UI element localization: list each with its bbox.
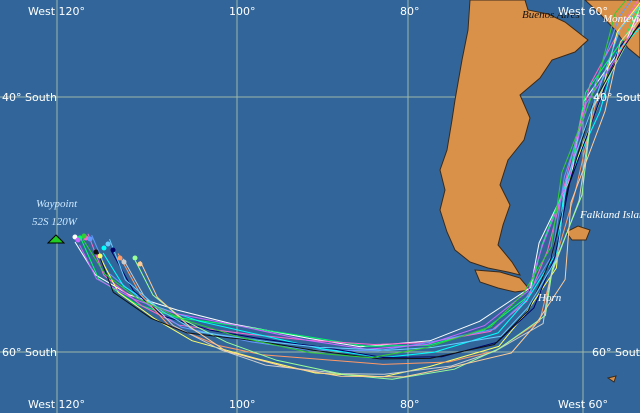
lon-label: 100°: [229, 5, 256, 18]
waypoint-title: Waypoint: [36, 198, 78, 210]
yacht-track: [139, 18, 640, 378]
lon-label: 80°: [400, 5, 420, 18]
yacht-track: [79, 11, 640, 350]
yacht-position: [97, 253, 103, 259]
yacht-position: [137, 261, 143, 267]
lon-label: 80°: [400, 398, 420, 411]
yacht-position: [87, 236, 93, 242]
lat-label: 40° South: [2, 91, 57, 104]
waypoint-coords: 52S 120W: [32, 216, 78, 228]
yacht-position: [75, 237, 81, 243]
yacht-position: [105, 241, 111, 247]
lon-label: West 60°: [558, 398, 608, 411]
yacht-position: [93, 249, 99, 255]
yacht-position: [121, 259, 127, 265]
yacht-track: [97, 21, 640, 360]
lon-label: West 120°: [28, 398, 85, 411]
yacht-track: [134, 5, 640, 380]
yacht-position: [117, 255, 123, 261]
yacht-track: [82, 0, 627, 359]
yacht-position: [132, 255, 138, 261]
waypoint-marker: [46, 234, 66, 244]
lon-label: West 120°: [28, 5, 85, 18]
lon-label: 100°: [229, 398, 256, 411]
lon-label: West 60°: [558, 5, 608, 18]
lat-label: 40° South: [593, 91, 640, 104]
yacht-position: [81, 233, 87, 239]
place-label: Falkland Islands: [579, 209, 640, 221]
yacht-track: [109, 5, 640, 351]
yacht-position: [110, 247, 116, 253]
start-dots: [72, 233, 143, 267]
lat-label: 60° South: [2, 346, 57, 359]
place-label: Montevideo: [602, 13, 640, 25]
tracks: [74, 0, 640, 380]
lat-label: 60° South: [592, 346, 640, 359]
yacht-track: [80, 4, 640, 347]
place-label: Buenos Aires: [522, 9, 580, 21]
place-label: Horn: [537, 292, 562, 304]
yacht-position: [101, 245, 107, 251]
